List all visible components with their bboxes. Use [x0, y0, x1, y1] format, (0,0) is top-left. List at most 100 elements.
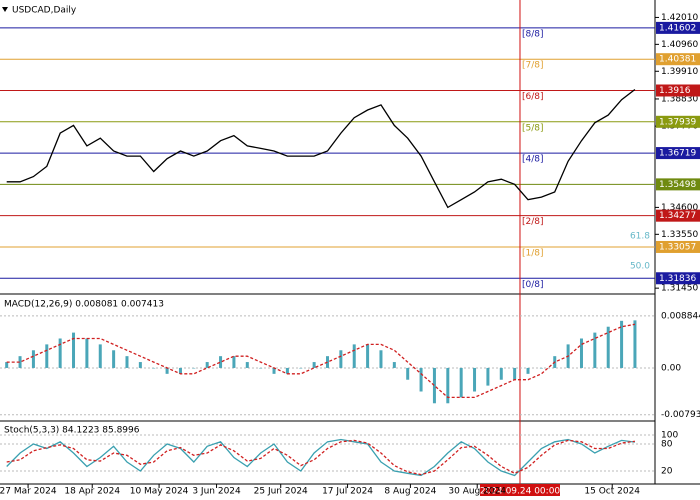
histogram-bar	[459, 367, 463, 398]
histogram-bar	[473, 367, 477, 392]
histogram-bar	[432, 367, 436, 404]
histogram-bar	[5, 362, 9, 368]
level-badge	[656, 84, 700, 97]
histogram-bar	[31, 350, 35, 368]
histogram-bar	[312, 362, 316, 368]
level-name: [7/8]	[522, 61, 544, 71]
level-badge	[656, 240, 700, 253]
level-name: [5/8]	[522, 123, 544, 133]
level-value: 1.40381	[659, 55, 696, 65]
y-tick-label: 80	[661, 440, 673, 450]
level-name: [1/8]	[522, 248, 544, 258]
histogram-bar	[486, 367, 490, 386]
histogram-bar	[178, 367, 182, 374]
histogram-bar	[513, 367, 517, 380]
histogram-bar	[205, 362, 209, 368]
level-name: [4/8]	[522, 155, 544, 165]
histogram-bar	[326, 356, 329, 368]
histogram-bar	[285, 367, 289, 374]
level-badge	[656, 272, 700, 285]
histogram-bar	[499, 367, 503, 380]
histogram-bar	[633, 320, 637, 368]
histogram-bar	[339, 350, 343, 368]
series-line	[6, 323, 636, 399]
histogram-bar	[232, 356, 236, 368]
histogram-bar	[58, 338, 62, 368]
y-tick-label: 1.38830	[661, 94, 698, 104]
histogram-bar	[152, 367, 156, 369]
histogram-bar	[138, 362, 142, 368]
histogram-bar	[98, 344, 102, 368]
x-tick-label: 17 Jul 2024	[322, 487, 373, 497]
level-value: 1.31836	[659, 274, 696, 284]
level-name: [8/8]	[522, 29, 544, 39]
histogram-bar	[45, 344, 49, 368]
level-badge	[656, 209, 700, 222]
macd-title: MACD(12,26,9) 0.008081 0.007413	[4, 300, 164, 310]
y-tick-label: 1.40960	[661, 40, 698, 50]
histogram-bar	[406, 367, 410, 380]
fib-label: 50.0	[630, 262, 650, 272]
histogram-bar	[192, 367, 196, 369]
histogram-bar	[379, 350, 383, 368]
level-badge	[656, 21, 700, 34]
level-badge	[656, 53, 700, 66]
date-marker-label: 2024.09.24 00:00	[480, 487, 561, 497]
level-name: [6/8]	[522, 92, 544, 102]
menu-arrow	[2, 7, 8, 12]
histogram-bar	[620, 320, 624, 368]
histogram-bar	[165, 367, 169, 374]
x-tick-label: 25 Jun 2024	[254, 487, 308, 497]
x-tick-label: 30 Aug 2024	[448, 487, 506, 497]
histogram-bar	[125, 356, 129, 368]
level-value: 1.36719	[659, 149, 696, 159]
y-tick-label: 0.008844	[661, 311, 700, 321]
y-tick-label: 20	[661, 467, 673, 477]
chart-title: USDCAD,Daily	[12, 6, 77, 16]
histogram-bar	[366, 344, 370, 368]
x-tick-label: 8 Aug 2024	[384, 487, 436, 497]
level-badge	[656, 178, 700, 191]
level-value: 1.35498	[659, 180, 696, 190]
histogram-bar	[392, 362, 396, 368]
series-line	[6, 88, 636, 209]
y-tick-label: 1.34600	[661, 203, 698, 213]
histogram-bar	[446, 367, 450, 404]
level-value: 1.3916	[659, 86, 691, 96]
level-value: 1.37939	[659, 117, 696, 127]
histogram-bar	[85, 338, 89, 368]
y-tick-label: 1.33550	[661, 230, 698, 240]
histogram-bar	[219, 356, 223, 368]
histogram-bar	[539, 367, 543, 369]
level-value: 1.41602	[659, 23, 696, 33]
histogram-bar	[419, 367, 423, 392]
histogram-bar	[606, 326, 610, 368]
histogram-bar	[18, 356, 22, 368]
fib-label: 61.8	[630, 232, 650, 242]
histogram-bar	[272, 367, 276, 374]
level-name: [2/8]	[522, 217, 544, 227]
level-badge	[656, 115, 700, 128]
histogram-bar	[112, 350, 116, 368]
level-badge	[656, 147, 700, 160]
histogram-bar	[259, 367, 263, 369]
series-line	[6, 438, 635, 477]
y-tick-label: 1.39910	[661, 67, 698, 77]
level-value: 1.33057	[659, 242, 696, 252]
x-tick-label: 18 Apr 2024	[64, 487, 120, 497]
histogram-bar	[245, 362, 249, 368]
series-line	[6, 439, 635, 476]
y-tick-label: 1.42010	[661, 13, 698, 23]
histogram-bar	[352, 344, 356, 368]
x-tick-label: 3 Jun 2024	[192, 487, 241, 497]
x-tick-label: 15 Oct 2024	[584, 487, 640, 497]
x-tick-label: 10 May 2024	[130, 487, 189, 497]
level-name: [0/8]	[522, 280, 544, 290]
x-tick-label: 27 Mar 2024	[0, 487, 57, 497]
histogram-bar	[579, 338, 583, 368]
level-value: 1.34277	[659, 211, 696, 221]
histogram-bar	[526, 367, 530, 374]
histogram-bar	[593, 332, 597, 368]
